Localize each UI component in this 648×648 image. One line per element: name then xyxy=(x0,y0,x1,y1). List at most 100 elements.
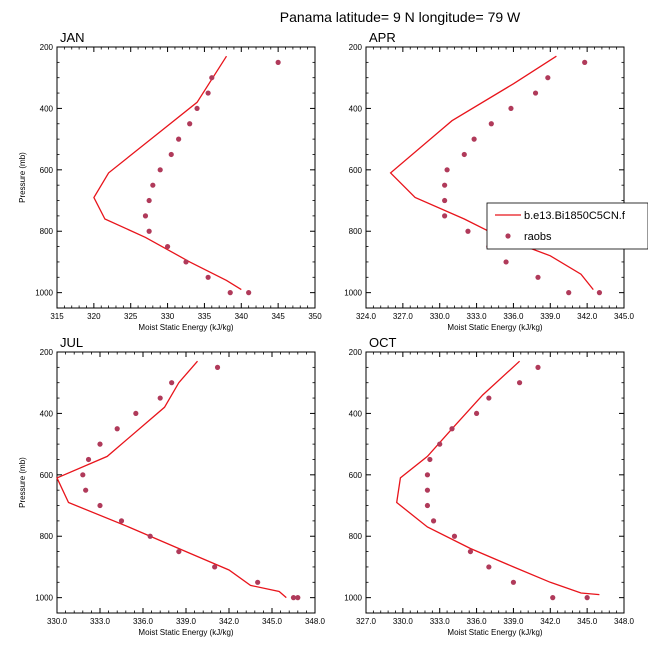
raobs-point xyxy=(169,380,175,386)
raobs-point xyxy=(488,121,494,127)
x-axis-label: Moist Static Energy (kJ/kg) xyxy=(447,628,542,637)
raobs-point xyxy=(168,151,174,158)
raobs-point xyxy=(83,487,89,493)
raobs-point xyxy=(449,426,455,432)
panel-oct: OCT 327.0 330.0 333.0 336.0 339.0 342.0 345.0 34… xyxy=(344,335,634,637)
raobs-point xyxy=(205,90,211,96)
panel-title: JAN xyxy=(60,30,85,45)
x-tick-label: 342.0 xyxy=(577,312,598,321)
x-tick-label: 342.0 xyxy=(219,617,240,626)
raobs-point xyxy=(147,533,153,539)
legend: b.e13.Bi1850C5CN.f raobs xyxy=(486,202,648,250)
raobs-point xyxy=(150,182,156,188)
raobs-point xyxy=(442,182,448,188)
y-tick-label: 800 xyxy=(40,227,54,236)
raobs-point xyxy=(535,364,541,370)
panel-title: APR xyxy=(369,30,396,45)
raobs-point xyxy=(486,395,492,401)
y-tick-label: 600 xyxy=(40,471,54,480)
y-tick-label: 1000 xyxy=(344,594,362,603)
legend-box xyxy=(486,202,648,250)
y-tick-label: 800 xyxy=(349,532,363,541)
raobs-point xyxy=(444,167,450,173)
raobs-point xyxy=(424,502,431,509)
y-tick-label: 600 xyxy=(349,166,363,175)
x-tick-label: 339.0 xyxy=(176,617,197,626)
x-tick-label: 345.0 xyxy=(614,312,635,321)
raobs-point xyxy=(187,121,193,127)
x-tick-label: 320 xyxy=(87,312,101,321)
raobs-point xyxy=(118,518,125,524)
raobs-point xyxy=(550,595,556,601)
x-tick-label: 340 xyxy=(235,312,249,321)
panel-jan: JAN 315 320 325 330 335 340 345 350 200 400 600 800 1… xyxy=(18,30,322,332)
x-tick-label: 333.0 xyxy=(430,617,451,626)
y-tick-label: 200 xyxy=(40,348,54,357)
y-tick-label: 400 xyxy=(40,409,54,418)
raobs-point xyxy=(510,579,517,585)
x-tick-label: 333.0 xyxy=(90,617,111,626)
plot-frame xyxy=(365,46,625,309)
x-tick-label: 330.0 xyxy=(47,617,68,626)
y-tick-label: 600 xyxy=(349,471,363,480)
raobs-point xyxy=(503,259,509,265)
plot-frame xyxy=(56,46,316,309)
raobs-point xyxy=(142,213,149,219)
raobs-point xyxy=(183,259,189,265)
raobs-point xyxy=(290,595,297,601)
raobs-point xyxy=(209,75,215,81)
raobs-point xyxy=(85,456,92,463)
x-tick-label: 330.0 xyxy=(430,312,451,321)
panel-apr: APR 324.0 327.0 330.0 333.0 336.0 339.0 342.0 34… xyxy=(344,30,634,332)
raobs-point xyxy=(176,548,182,555)
x-tick-label: 345 xyxy=(271,312,285,321)
x-tick-label: 330 xyxy=(161,312,175,321)
raobs-point xyxy=(584,595,590,601)
x-tick-label: 345.0 xyxy=(577,617,598,626)
raobs-point xyxy=(157,167,163,173)
x-axis-label: Moist Static Energy (kJ/kg) xyxy=(447,323,542,332)
raobs-point xyxy=(114,426,120,432)
raobs-point xyxy=(486,564,492,570)
x-tick-label: 335 xyxy=(198,312,212,321)
raobs-point xyxy=(582,59,588,65)
y-tick-label: 1000 xyxy=(35,594,53,603)
raobs-point xyxy=(164,243,171,250)
raobs-point xyxy=(275,59,281,65)
panel-title: JUL xyxy=(60,335,83,350)
raobs-point xyxy=(97,502,103,509)
y-tick-label: 600 xyxy=(40,166,54,175)
y-tick-label: 200 xyxy=(40,43,54,52)
model-series-line xyxy=(389,55,594,291)
raobs-point xyxy=(246,290,252,296)
raobs-point xyxy=(146,228,152,234)
raobs-point xyxy=(442,213,448,219)
model-series-line xyxy=(396,360,600,596)
y-tick-label: 400 xyxy=(349,104,363,113)
y-axis-label: Pressure (mb) xyxy=(18,152,27,203)
x-tick-label: 336.0 xyxy=(467,617,488,626)
raobs-point xyxy=(146,197,152,204)
x-tick-label: 348.0 xyxy=(305,617,326,626)
x-tick-label: 324.0 xyxy=(356,312,377,321)
x-tick-label: 339.0 xyxy=(540,312,561,321)
x-tick-label: 315 xyxy=(50,312,64,321)
model-series-line xyxy=(56,360,287,599)
raobs-point xyxy=(212,564,218,570)
raobs-point xyxy=(295,595,301,601)
y-tick-label: 400 xyxy=(349,409,363,418)
x-axis-label: Moist Static Energy (kJ/kg) xyxy=(138,628,233,637)
x-tick-label: 336.0 xyxy=(133,617,154,626)
raobs-point xyxy=(424,472,431,478)
x-tick-label: 327.0 xyxy=(356,617,377,626)
x-tick-label: 342.0 xyxy=(540,617,561,626)
legend-marker-swatch xyxy=(505,233,511,239)
x-tick-label: 333.0 xyxy=(467,312,488,321)
raobs-point xyxy=(442,197,448,204)
raobs-point xyxy=(157,395,163,401)
raobs-point xyxy=(451,533,458,539)
raobs-point xyxy=(176,136,182,142)
x-tick-label: 336.0 xyxy=(503,312,524,321)
panels-group: JAN 315 320 325 330 335 340 345 350 200 400 600 800 1… xyxy=(18,30,635,637)
raobs-point xyxy=(194,105,200,112)
